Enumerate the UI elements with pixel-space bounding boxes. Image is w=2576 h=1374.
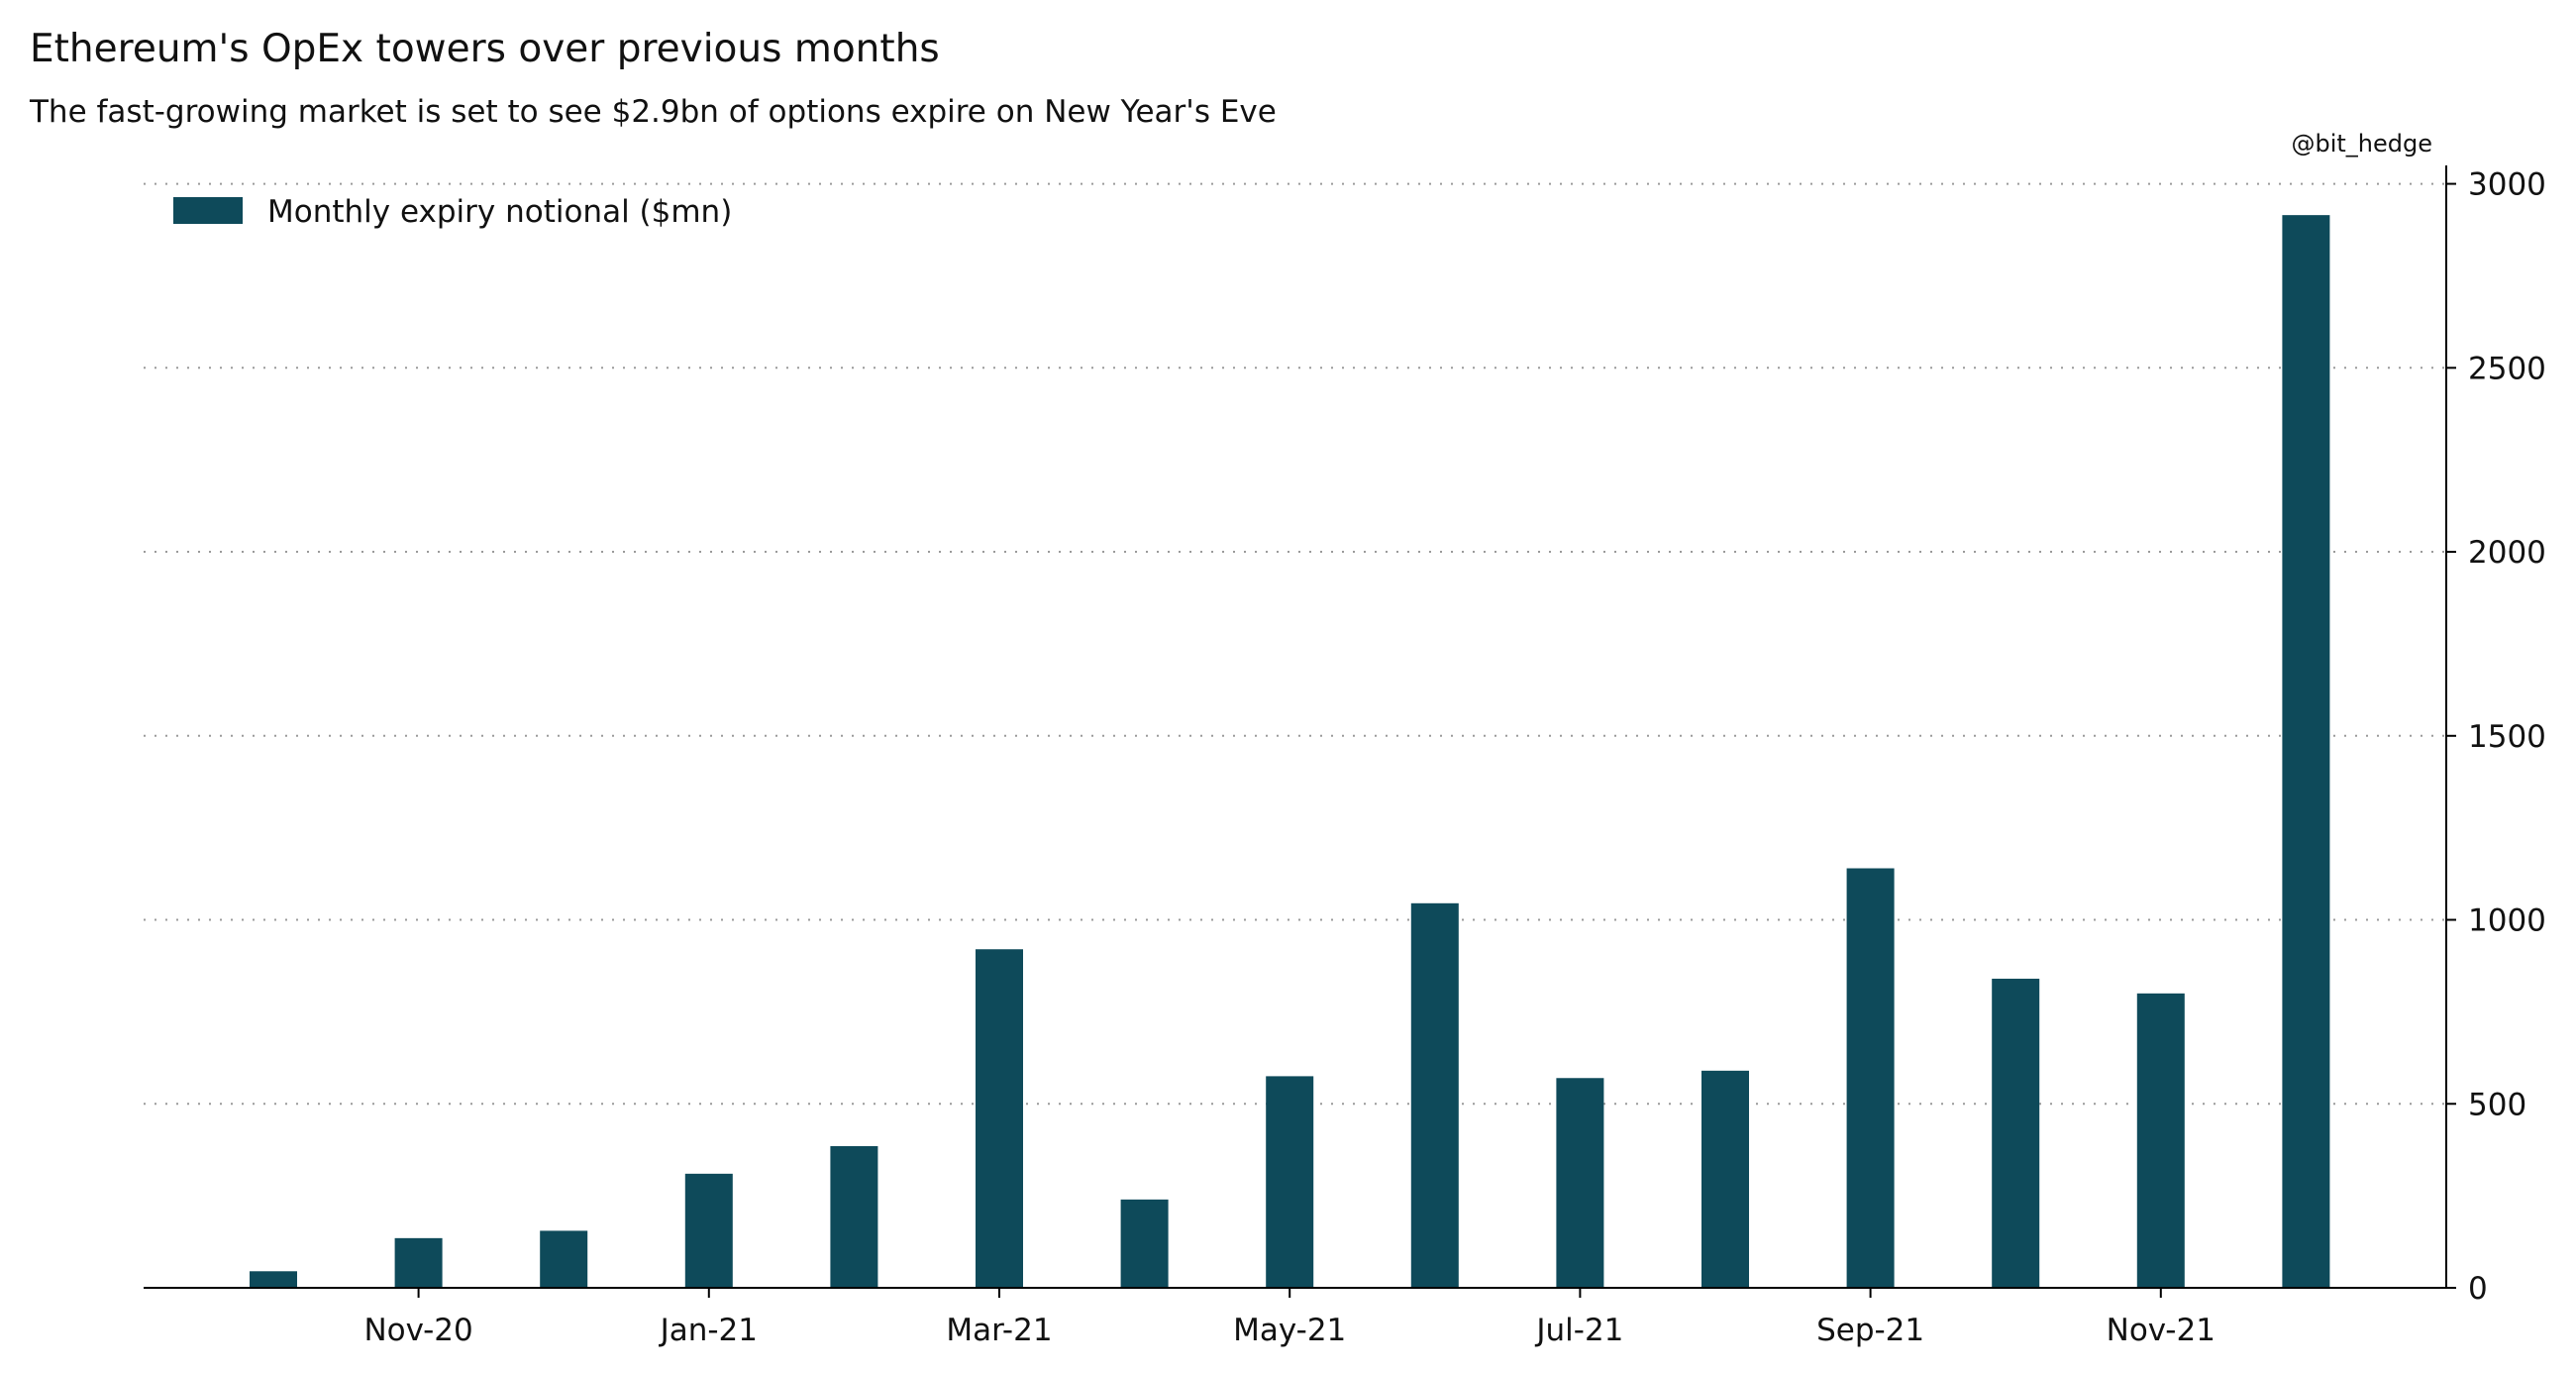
y-tick-label: 2000 [2468,535,2546,571]
bars [250,215,2330,1289]
source-credit: @bit_hedge [2291,130,2432,158]
y-tick-label: 500 [2468,1087,2526,1122]
x-tick-label: Nov-21 [2107,1313,2215,1348]
chart-subtitle: The fast-growing market is set to see $2… [29,94,1277,130]
legend-swatch [173,197,243,224]
bar [1266,1076,1314,1288]
bar [1701,1070,1749,1288]
y-tick-label: 1000 [2468,903,2546,939]
bar [394,1237,443,1288]
x-tick-label: May-21 [1233,1313,1346,1348]
bar [2282,215,2330,1289]
x-tick-label: Jul-21 [1534,1313,1623,1348]
bar [250,1271,297,1288]
bar [540,1230,588,1288]
bar [830,1145,878,1288]
bar [2136,993,2185,1288]
bar [1556,1078,1604,1288]
bar [684,1173,733,1288]
gridlines [144,182,2446,1106]
legend-label: Monthly expiry notional ($mn) [267,194,732,230]
bar [1120,1199,1169,1288]
y-tick-label: 3000 [2468,167,2546,203]
bar [1992,978,2040,1288]
x-tick-label: Jan-21 [659,1313,758,1348]
y-tick-label: 1500 [2468,719,2546,755]
x-tick-label: Mar-21 [946,1313,1052,1348]
y-axis-ticks: 0 500 1000 1500 2000 2500 3000 [2446,167,2546,1307]
bar [1410,902,1459,1288]
chart-title: Ethereum's OpEx towers over previous mon… [30,27,940,71]
bar [976,949,1023,1288]
y-tick-label: 2500 [2468,351,2546,386]
x-axis-ticks: Nov-20 Jan-21 Mar-21 May-21 Jul-21 Sep-21 Nov-… [363,1288,2215,1348]
axes [144,165,2447,1289]
x-tick-label: Sep-21 [1816,1313,1924,1348]
x-tick-label: Nov-20 [363,1313,472,1348]
legend: Monthly expiry notional ($mn) [173,194,732,230]
y-tick-label: 0 [2468,1271,2488,1307]
bar [1846,868,1895,1288]
